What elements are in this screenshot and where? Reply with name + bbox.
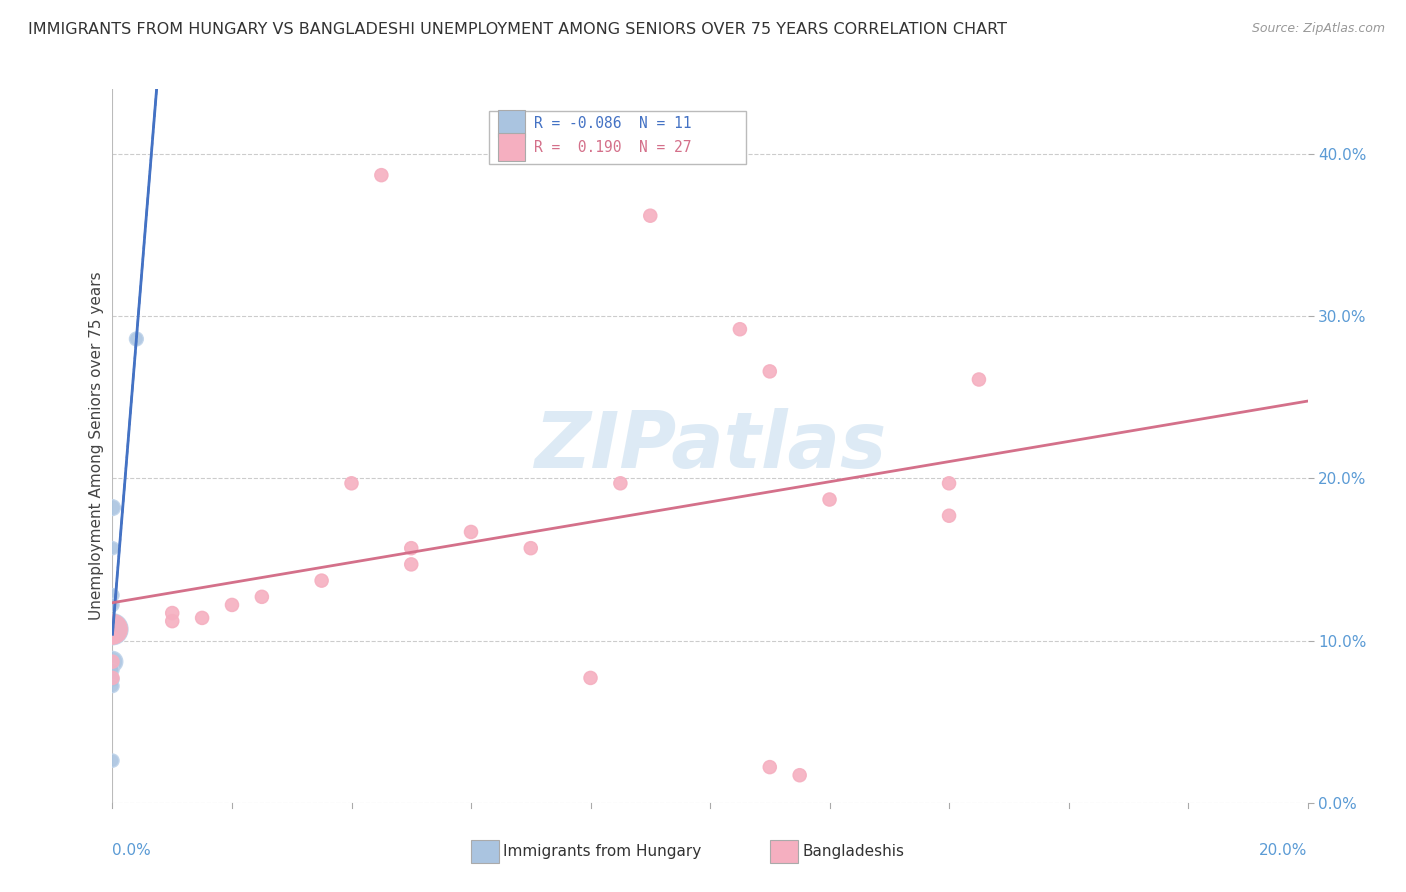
- Text: R = -0.086  N = 11: R = -0.086 N = 11: [534, 116, 692, 131]
- Text: IMMIGRANTS FROM HUNGARY VS BANGLADESHI UNEMPLOYMENT AMONG SENIORS OVER 75 YEARS : IMMIGRANTS FROM HUNGARY VS BANGLADESHI U…: [28, 22, 1007, 37]
- FancyBboxPatch shape: [489, 111, 747, 164]
- Point: [162, 614, 183, 628]
- Text: Immigrants from Hungary: Immigrants from Hungary: [503, 845, 702, 859]
- Bar: [499, 110, 524, 137]
- Point: [101, 655, 124, 669]
- Point: [101, 679, 124, 693]
- Y-axis label: Unemployment Among Seniors over 75 years: Unemployment Among Seniors over 75 years: [89, 272, 104, 620]
- Point: [101, 673, 124, 687]
- Text: R =  0.190  N = 27: R = 0.190 N = 27: [534, 139, 692, 154]
- Point: [250, 590, 273, 604]
- Text: Source: ZipAtlas.com: Source: ZipAtlas.com: [1251, 22, 1385, 36]
- Point: [759, 364, 782, 378]
- Point: [101, 598, 124, 612]
- Text: 20.0%: 20.0%: [1260, 843, 1308, 858]
- Point: [191, 611, 214, 625]
- Point: [101, 663, 124, 677]
- Point: [101, 754, 124, 768]
- Text: Bangladeshis: Bangladeshis: [801, 845, 904, 859]
- Point: [759, 760, 782, 774]
- Point: [340, 476, 363, 491]
- Point: [638, 209, 662, 223]
- Point: [370, 168, 392, 182]
- Point: [311, 574, 333, 588]
- Point: [967, 372, 990, 386]
- Point: [101, 541, 124, 556]
- Point: [789, 768, 811, 782]
- Point: [401, 541, 423, 556]
- Point: [938, 476, 960, 491]
- Point: [125, 332, 148, 346]
- Point: [460, 524, 482, 539]
- Point: [101, 655, 124, 669]
- Point: [101, 588, 124, 602]
- Point: [221, 598, 243, 612]
- Point: [579, 671, 602, 685]
- Point: [101, 631, 124, 645]
- Point: [101, 671, 124, 685]
- Point: [101, 500, 124, 515]
- Point: [162, 606, 183, 620]
- Point: [101, 622, 124, 636]
- Point: [401, 558, 423, 572]
- Text: 0.0%: 0.0%: [112, 843, 152, 858]
- Point: [520, 541, 543, 556]
- Point: [818, 492, 841, 507]
- Bar: [499, 134, 524, 161]
- Point: [609, 476, 631, 491]
- Point: [728, 322, 751, 336]
- Point: [101, 622, 124, 636]
- Text: ZIPatlas: ZIPatlas: [534, 408, 886, 484]
- Point: [938, 508, 960, 523]
